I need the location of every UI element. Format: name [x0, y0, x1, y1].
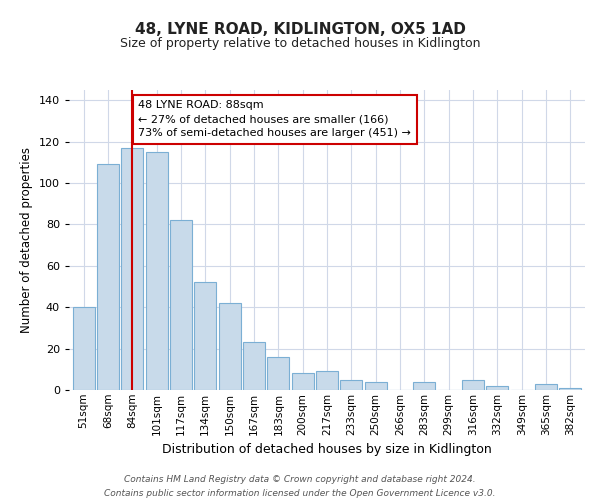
Bar — [462, 380, 484, 390]
Text: 48, LYNE ROAD, KIDLINGTON, OX5 1AD: 48, LYNE ROAD, KIDLINGTON, OX5 1AD — [134, 22, 466, 38]
Bar — [487, 386, 508, 390]
Bar — [268, 357, 289, 390]
Text: Size of property relative to detached houses in Kidlington: Size of property relative to detached ho… — [120, 36, 480, 50]
Bar — [535, 384, 557, 390]
Bar — [97, 164, 119, 390]
Bar — [243, 342, 265, 390]
Bar — [365, 382, 386, 390]
Bar — [340, 380, 362, 390]
Bar — [559, 388, 581, 390]
Bar — [146, 152, 167, 390]
Bar — [292, 374, 314, 390]
Bar — [316, 372, 338, 390]
Bar — [413, 382, 436, 390]
Bar — [218, 303, 241, 390]
Bar — [194, 282, 216, 390]
Text: Contains HM Land Registry data © Crown copyright and database right 2024.
Contai: Contains HM Land Registry data © Crown c… — [104, 476, 496, 498]
Text: 48 LYNE ROAD: 88sqm
← 27% of detached houses are smaller (166)
73% of semi-detac: 48 LYNE ROAD: 88sqm ← 27% of detached ho… — [139, 100, 411, 138]
Bar — [170, 220, 192, 390]
Bar — [121, 148, 143, 390]
Bar — [73, 307, 95, 390]
Y-axis label: Number of detached properties: Number of detached properties — [20, 147, 33, 333]
X-axis label: Distribution of detached houses by size in Kidlington: Distribution of detached houses by size … — [162, 443, 492, 456]
